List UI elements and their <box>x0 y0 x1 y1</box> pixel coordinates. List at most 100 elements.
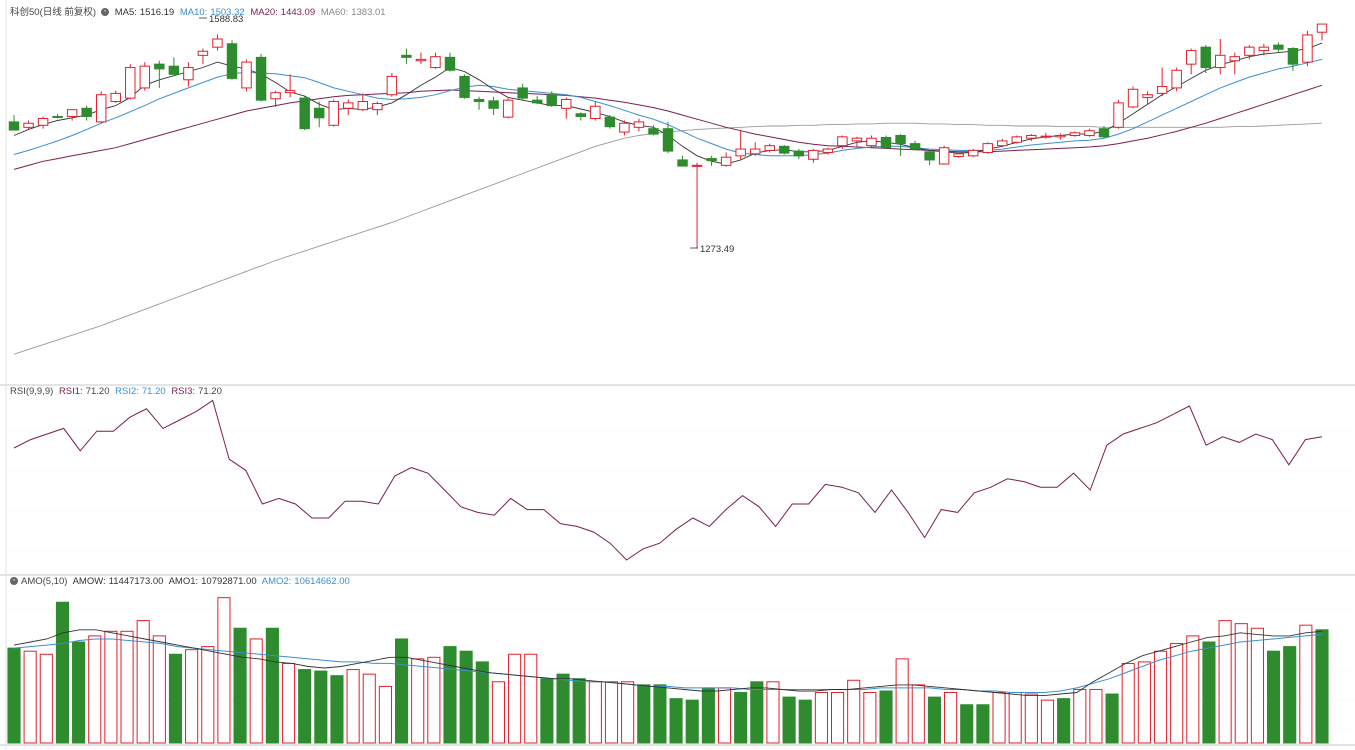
amo-bar-up <box>1073 688 1087 744</box>
amo-bar-down <box>1315 629 1329 744</box>
amo-bar-up <box>1218 620 1232 744</box>
candle-up <box>1011 136 1023 143</box>
candle-down <box>517 87 528 99</box>
amo-bar-up <box>1170 643 1184 744</box>
candle-up <box>23 122 34 128</box>
amo-bar-up <box>1121 662 1135 744</box>
rsi3-label: RSI3: <box>171 386 196 397</box>
amo-bar-down <box>443 646 457 744</box>
ma5-value: 1516.19 <box>139 7 175 18</box>
amo-bar-up <box>911 684 925 744</box>
candle-down <box>779 145 790 154</box>
amo-bar-up <box>524 653 538 744</box>
candle-down <box>299 97 310 130</box>
candle-up <box>691 164 703 167</box>
candle-up <box>982 143 993 153</box>
amo-bar-down <box>734 692 748 744</box>
candle-up <box>1142 94 1153 98</box>
candle-down <box>924 151 935 161</box>
candle-up <box>1258 46 1270 52</box>
candle-up <box>590 105 601 119</box>
amo-bar-up <box>120 630 134 744</box>
amo-bar-down <box>1283 646 1297 744</box>
amo-bar-down <box>556 673 570 744</box>
amow-label: AMOW: <box>72 576 106 587</box>
candle-up <box>735 148 746 157</box>
amo-bar-down <box>540 678 554 744</box>
ma10-value: 1503.32 <box>210 7 245 18</box>
amo-bar-up <box>23 650 37 744</box>
amo-bar-up <box>1186 635 1200 744</box>
ma60-value: 1383.01 <box>351 7 386 18</box>
candle-up <box>822 148 834 153</box>
candle-down <box>154 63 165 70</box>
candle-up <box>720 156 732 166</box>
amo-bar-up <box>152 635 166 744</box>
amo-bar-up <box>588 681 602 744</box>
amo-bar-up <box>88 635 102 744</box>
candle-up <box>125 67 136 99</box>
rsi-panel-title: RSI(9,9,9) <box>10 386 54 397</box>
rsi-line <box>13 399 1323 561</box>
candle-down <box>459 75 470 98</box>
amo-bar-up <box>411 658 425 744</box>
amo-bar-down <box>72 641 86 744</box>
amo-bar-up <box>1089 688 1103 744</box>
amo-bar-up <box>717 687 732 744</box>
amo-bar-up <box>895 658 909 744</box>
candle-down <box>52 115 63 118</box>
amo-bar-down <box>1057 698 1071 744</box>
candle-up <box>37 117 49 126</box>
amo-bar-up <box>1137 661 1151 744</box>
candle-up <box>851 137 863 142</box>
candle-down <box>168 65 180 75</box>
amo-bar-down <box>976 704 990 744</box>
amo-bar-up <box>378 685 392 744</box>
amo2-value: 10614662.00 <box>294 576 350 587</box>
candle-up <box>343 102 354 109</box>
candle-up <box>212 38 223 48</box>
max-price-label: 1588.83 <box>209 14 243 25</box>
amo-bar-down <box>1202 641 1216 744</box>
amo-bar-up <box>281 662 296 744</box>
amo-bar-up <box>201 646 215 744</box>
candle-up <box>1156 86 1168 94</box>
candlesticks[interactable] <box>8 23 1328 249</box>
candle-down <box>8 121 20 131</box>
amo-bar-up <box>1153 650 1168 744</box>
moving-average-lines <box>13 42 1323 355</box>
rsi1-label: RSI1: <box>58 386 83 397</box>
candle-up <box>270 92 281 100</box>
amo-bar-down <box>1105 693 1119 744</box>
candle-up <box>328 101 339 126</box>
amo-bar-down <box>330 675 344 744</box>
candle-down <box>648 128 659 135</box>
amo-bar-up <box>992 692 1006 744</box>
rsi2-label: RSI2: <box>115 386 139 397</box>
candle-down <box>895 134 906 145</box>
amo-settings-icon[interactable]: ◦ <box>10 577 18 586</box>
candle-up <box>1171 69 1182 89</box>
amo-bar-down <box>960 704 974 744</box>
settings-icon[interactable]: ◦ <box>101 8 110 17</box>
candle-up <box>110 92 121 103</box>
candle-up <box>197 50 209 56</box>
amo-bar-up <box>427 656 441 744</box>
amo-bars[interactable] <box>7 597 1329 744</box>
amo-bar-down <box>637 684 651 744</box>
candle-up <box>1113 102 1124 128</box>
amo-bar-down <box>298 669 312 744</box>
candle-down <box>255 56 267 101</box>
candle-up <box>938 147 950 165</box>
candle-up <box>997 140 1008 147</box>
amo-bar-down <box>669 698 683 744</box>
rsi1-value: 71.20 <box>85 386 110 397</box>
candle-down <box>1098 128 1110 138</box>
amo-bar-up <box>814 692 828 744</box>
candle-down <box>706 158 717 162</box>
candle-up <box>357 101 369 111</box>
amo-panel-title: AMO(5,10) <box>21 576 68 587</box>
min-price-label: 1273.49 <box>700 244 734 255</box>
